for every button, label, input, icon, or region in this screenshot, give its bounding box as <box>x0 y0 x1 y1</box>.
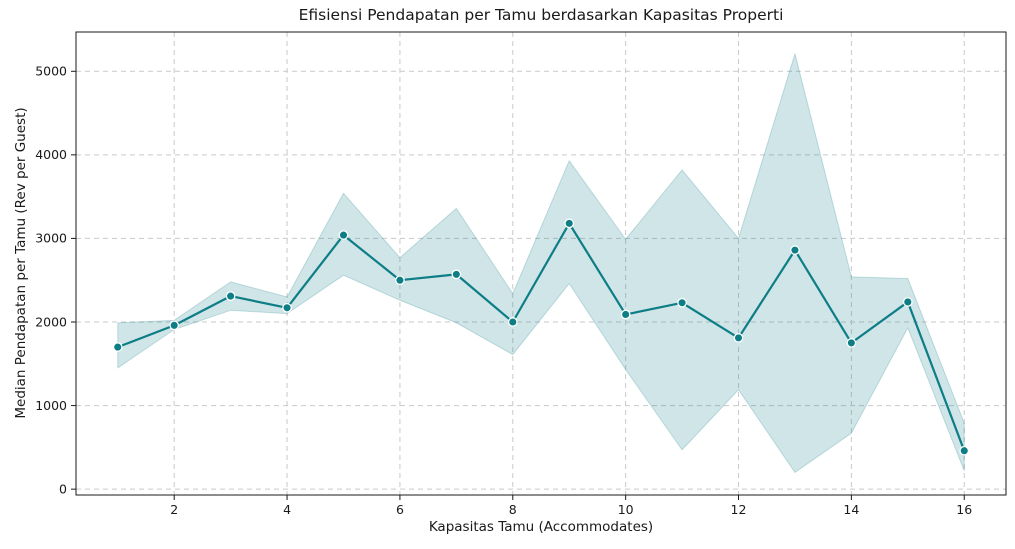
confidence-band <box>117 53 965 473</box>
x-tick-label: 8 <box>509 502 517 517</box>
x-tick-label: 12 <box>731 502 747 517</box>
x-tick-label: 16 <box>956 502 972 517</box>
x-tick-label: 6 <box>396 502 404 517</box>
y-tick-label: 3000 <box>35 231 67 246</box>
y-tick-label: 1000 <box>35 398 67 413</box>
data-point <box>112 342 123 352</box>
y-tick-label: 0 <box>59 481 67 496</box>
data-point <box>338 230 349 240</box>
y-tick-label: 4000 <box>35 147 67 162</box>
data-point <box>507 317 518 327</box>
data-point <box>846 338 857 348</box>
chart-title: Efisiensi Pendapatan per Tamu berdasarka… <box>298 6 784 24</box>
data-point <box>959 445 970 456</box>
x-tick-label: 2 <box>170 502 178 517</box>
data-point <box>790 245 800 255</box>
data-point <box>620 309 631 320</box>
data-point <box>395 275 405 286</box>
y-tick-label: 5000 <box>35 64 67 79</box>
x-axis-label: Kapasitas Tamu (Accommodates) <box>428 519 654 535</box>
data-point <box>282 302 292 313</box>
x-tick-label: 10 <box>618 502 634 517</box>
x-tick-label: 14 <box>843 502 859 517</box>
y-tick-label: 2000 <box>35 314 67 329</box>
data-point <box>169 320 180 331</box>
median-line <box>116 222 966 452</box>
data-point <box>451 269 462 280</box>
data-point <box>564 218 575 229</box>
x-tick-label: 4 <box>283 502 291 517</box>
data-point <box>677 297 687 308</box>
data-point <box>733 333 744 343</box>
plot-border <box>75 31 1007 496</box>
data-point <box>902 297 913 307</box>
data-point <box>225 291 236 301</box>
